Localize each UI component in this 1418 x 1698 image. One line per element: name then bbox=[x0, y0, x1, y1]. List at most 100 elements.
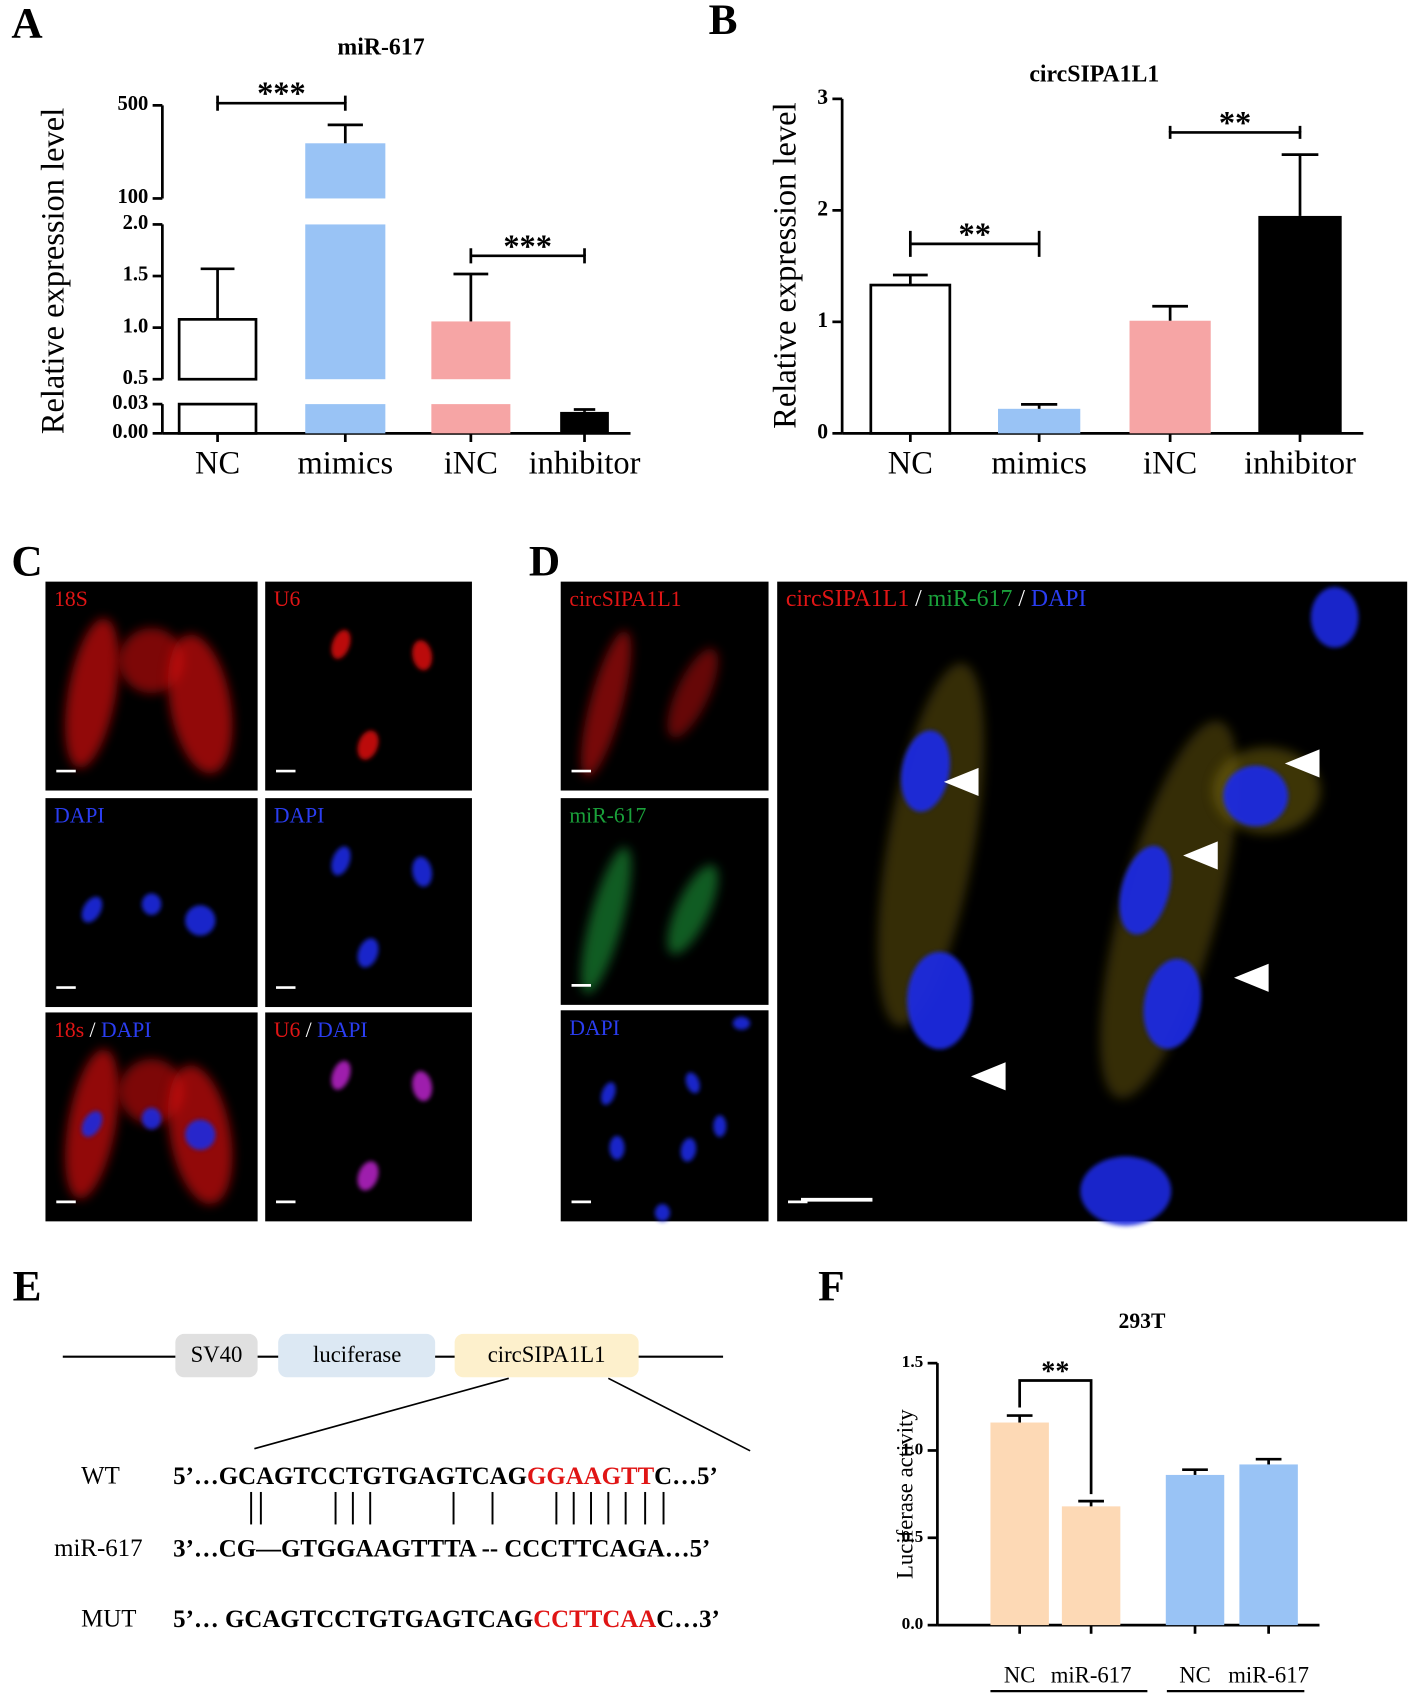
panel-label: A bbox=[11, 0, 42, 47]
x-tick-label: mimics bbox=[297, 445, 393, 481]
element-label: circSIPA1L1 bbox=[488, 1342, 606, 1367]
element-label: luciferase bbox=[313, 1342, 401, 1367]
micrograph-bg bbox=[265, 798, 472, 1008]
label-part: DAPI bbox=[274, 804, 324, 828]
bar bbox=[1061, 1506, 1121, 1626]
significance-label: *** bbox=[503, 229, 552, 265]
significance-bracket bbox=[1168, 131, 1302, 139]
cell bbox=[331, 1060, 351, 1090]
y-tick-label: 1.0 bbox=[123, 315, 149, 337]
arrowhead bbox=[1183, 841, 1218, 870]
sequence: 3’…CG—GTGGAAGTTTA -- CCCTTCAGA…5’ bbox=[173, 1535, 710, 1562]
sequence: 5’… GCAGTCCTGTGAGTCAGCCTTCAAC…3’ bbox=[173, 1606, 720, 1633]
cell bbox=[331, 629, 351, 659]
chart-title: circSIPA1L1 bbox=[1029, 62, 1159, 88]
significance-bracket bbox=[908, 230, 1041, 244]
label-part: / bbox=[915, 587, 922, 613]
y-tick-label: 0.5 bbox=[902, 1527, 924, 1546]
bar bbox=[1239, 1464, 1298, 1626]
luciferase-box bbox=[278, 1333, 436, 1378]
cell bbox=[680, 1138, 697, 1162]
cell bbox=[81, 896, 103, 923]
sequence-part: CCTTCAA bbox=[533, 1606, 656, 1633]
arrowhead bbox=[970, 1062, 1006, 1091]
label-part: miR-617 bbox=[928, 587, 1013, 613]
bar bbox=[1165, 1474, 1225, 1626]
bar bbox=[869, 283, 952, 435]
row-label: MUT bbox=[81, 1606, 136, 1633]
bar bbox=[305, 224, 386, 380]
y-tick-label: 0.00 bbox=[112, 421, 148, 443]
cell bbox=[168, 634, 233, 774]
bar bbox=[431, 321, 511, 380]
significance-bracket bbox=[1018, 1379, 1093, 1495]
image-label: U6 / DAPI bbox=[274, 1018, 368, 1042]
sequence-part: GGAAGTT bbox=[527, 1463, 655, 1490]
cell bbox=[609, 1135, 625, 1160]
cell bbox=[907, 951, 973, 1050]
cell bbox=[713, 1115, 727, 1137]
cell bbox=[900, 730, 951, 812]
x-tick-label: inhibitor bbox=[1244, 445, 1356, 481]
label-part: circSIPA1L1 bbox=[786, 587, 909, 613]
zoom-line bbox=[607, 1377, 751, 1452]
y-tick-label: 100 bbox=[117, 186, 148, 208]
image-label: DAPI bbox=[569, 1016, 619, 1040]
label-part: DAPI bbox=[54, 804, 104, 828]
y-tick-label: 0.0 bbox=[902, 1614, 924, 1633]
significance-bracket bbox=[216, 101, 347, 111]
label-part: circSIPA1L1 bbox=[569, 587, 681, 611]
y-tick-label: 0 bbox=[817, 419, 828, 443]
cell bbox=[685, 1072, 700, 1094]
sequence: 5’…GCAGTCCTGTGAGTCAGGGAAGTTC…5’ bbox=[173, 1463, 718, 1490]
y-axis-label: Relative expression level bbox=[767, 102, 803, 428]
cell bbox=[581, 847, 632, 994]
cell bbox=[412, 856, 433, 887]
cell bbox=[119, 628, 185, 694]
cell bbox=[331, 846, 351, 876]
y-tick-label: 2.0 bbox=[123, 212, 149, 234]
cell bbox=[141, 893, 162, 916]
label-part: U6 bbox=[274, 587, 301, 611]
micrograph-bg bbox=[265, 581, 472, 791]
label-part: DAPI bbox=[317, 1018, 367, 1042]
cell bbox=[732, 1016, 751, 1030]
significance-bracket bbox=[1168, 125, 1302, 133]
significance-label: ** bbox=[1219, 105, 1251, 141]
label-part: DAPI bbox=[1031, 587, 1087, 613]
cell bbox=[1223, 765, 1289, 827]
significance-label: ** bbox=[1041, 1356, 1069, 1387]
label-part: DAPI bbox=[569, 1016, 619, 1040]
y-axis-label: Relative expression level bbox=[36, 108, 72, 434]
image-label: DAPI bbox=[274, 804, 324, 828]
arrowhead bbox=[1284, 749, 1320, 778]
cell bbox=[65, 618, 119, 768]
label-part: 18S bbox=[54, 587, 88, 611]
x-tick-label: NC bbox=[1004, 1662, 1036, 1687]
micrograph-bg bbox=[777, 581, 1408, 1222]
cell bbox=[81, 1111, 103, 1137]
micrograph-bg bbox=[560, 1010, 769, 1222]
micrograph-bg bbox=[265, 1012, 472, 1222]
y-tick-label: 0.03 bbox=[112, 392, 148, 414]
bar bbox=[560, 411, 609, 434]
image-label: circSIPA1L1 bbox=[569, 587, 681, 611]
micrograph bbox=[45, 798, 258, 1008]
sequence-part: C…3’ bbox=[656, 1606, 720, 1633]
arrowheads bbox=[943, 749, 1320, 1091]
image-label: DAPI bbox=[54, 804, 104, 828]
sequence-part: 5’…GCAGTCCTGTGAGTCAG bbox=[173, 1463, 527, 1490]
cell bbox=[412, 640, 433, 671]
cell bbox=[357, 730, 379, 760]
image-label: 18s / DAPI bbox=[54, 1018, 151, 1042]
cell bbox=[1143, 958, 1202, 1049]
micrograph bbox=[45, 1012, 258, 1222]
y-tick-label: 1 bbox=[817, 308, 828, 332]
cell bbox=[1100, 720, 1239, 1099]
sequence-part: 3’…CG—GTGGAAGTTTA -- CCCTTCAGA…5’ bbox=[173, 1535, 710, 1562]
image-label: miR-617 bbox=[569, 804, 646, 828]
image-label: circSIPA1L1 / miR-617 / DAPI bbox=[786, 587, 1087, 613]
panel-label: D bbox=[529, 537, 560, 585]
significance-label: ** bbox=[959, 217, 991, 253]
cell bbox=[581, 630, 632, 778]
